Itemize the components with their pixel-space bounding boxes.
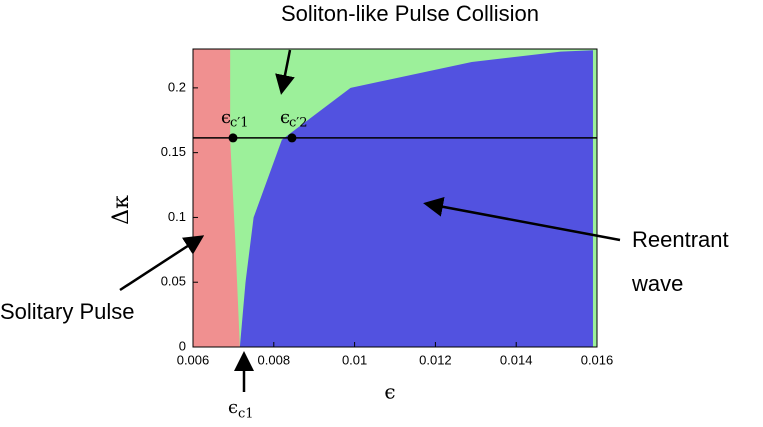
- x-axis-label: ϵ: [384, 380, 395, 404]
- y-tick-label: 0.05: [161, 274, 186, 289]
- y-tick-label: 0.1: [168, 209, 186, 224]
- point: [287, 133, 297, 143]
- y-tick-label: 0: [179, 338, 186, 353]
- y-tick-label: 0.2: [168, 79, 186, 94]
- phase-region: [193, 49, 240, 347]
- y-axis-label: Δκ: [109, 195, 134, 225]
- point-label: ϵ: [280, 107, 290, 128]
- critical-sub: c1: [238, 407, 254, 422]
- point-sub: c′1: [230, 115, 249, 130]
- x-tick-label: 0.006: [177, 352, 210, 367]
- x-tick-label: 0.016: [581, 352, 614, 367]
- chart-title: Soliton-like Pulse Collision: [281, 1, 539, 26]
- plot-frame: [192, 48, 598, 348]
- arrow: [423, 196, 621, 242]
- point: [228, 133, 238, 143]
- x-tick-label: 0.012: [419, 352, 452, 367]
- x-tick-label: 0.008: [258, 352, 291, 367]
- y-tick-label: 0.15: [161, 144, 186, 159]
- x-tick-label: 0.01: [342, 352, 367, 367]
- phase-region: [239, 50, 593, 347]
- plot-area: [193, 49, 597, 347]
- arrow: [275, 49, 295, 95]
- region-label: Solitary Pulse: [0, 299, 135, 324]
- critical-label: ϵ: [228, 397, 238, 418]
- point-label: ϵ: [221, 107, 231, 128]
- point-sub: c′2: [289, 115, 308, 130]
- region-label: Reentrant: [632, 227, 729, 252]
- x-tick-label: 0.014: [500, 352, 533, 367]
- region-label: wave: [631, 271, 683, 296]
- arrow: [119, 235, 205, 292]
